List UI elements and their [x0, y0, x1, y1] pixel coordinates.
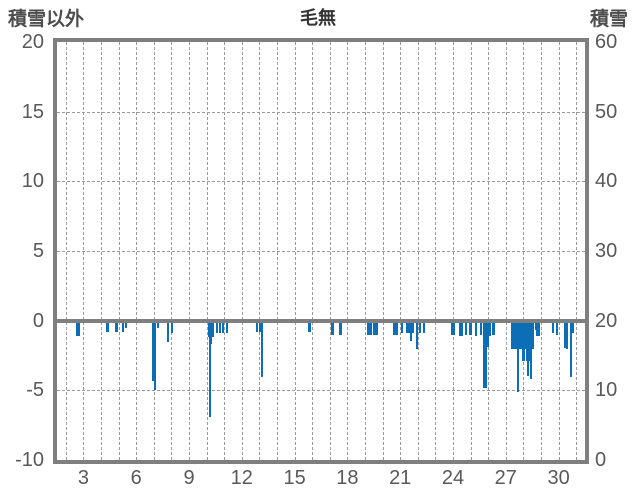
data-bar — [401, 320, 404, 333]
right-ytick-label: 50 — [595, 100, 618, 123]
x-tick-label: 27 — [494, 467, 517, 489]
data-bar — [171, 320, 173, 334]
data-bar — [393, 320, 398, 336]
data-bar — [339, 320, 342, 335]
x-tick-label: 24 — [441, 467, 465, 489]
data-bar — [487, 320, 491, 336]
right-ytick-label: 10 — [595, 379, 618, 402]
data-bar — [484, 320, 490, 348]
data-bar — [256, 320, 259, 332]
data-bar — [419, 320, 421, 333]
left-ytick-label: 15 — [21, 100, 44, 123]
data-bar — [451, 320, 456, 335]
value-gridline — [57, 111, 585, 113]
right-ytick-label: 30 — [595, 240, 618, 262]
x-tick-label: 12 — [230, 467, 253, 489]
right-ytick-label: 40 — [595, 170, 618, 193]
data-bar — [535, 320, 540, 336]
x-tick-label: 9 — [183, 467, 195, 489]
data-bar — [366, 320, 372, 336]
right-axis-label: 積雪 — [589, 9, 628, 30]
data-bar — [416, 320, 418, 350]
data-bar — [115, 320, 119, 332]
data-bar — [331, 320, 334, 335]
data-bar — [483, 320, 487, 388]
data-bar — [566, 320, 569, 349]
data-bar — [124, 320, 127, 329]
data-bar — [215, 320, 218, 333]
data-bar — [530, 320, 533, 380]
x-tick-label: 15 — [283, 467, 306, 489]
data-bar — [260, 320, 263, 378]
data-bar — [517, 320, 520, 393]
value-gridline — [57, 251, 585, 252]
data-bar — [474, 320, 478, 336]
x-tick-label: 30 — [547, 467, 570, 489]
x-tick-label: 6 — [130, 467, 142, 489]
plot-inner — [57, 42, 585, 460]
data-bar — [570, 320, 572, 378]
data-bar — [422, 320, 426, 333]
data-bar — [522, 320, 525, 362]
data-bar — [226, 320, 228, 333]
right-ytick-label: 60 — [595, 31, 618, 53]
data-bar — [222, 320, 225, 333]
data-bar — [76, 320, 80, 336]
data-bar — [406, 320, 414, 333]
data-bar — [556, 320, 559, 335]
data-bar — [552, 320, 555, 333]
data-bar — [307, 320, 311, 333]
left-ytick-label: 10 — [21, 170, 44, 193]
left-axis-label: 積雪以外 — [8, 9, 85, 30]
left-ytick-label: 0 — [32, 309, 44, 332]
x-tick-label: 18 — [336, 467, 359, 489]
x-tick-label: 21 — [389, 467, 412, 489]
left-ytick-label: 5 — [32, 240, 44, 262]
data-bar — [527, 320, 530, 376]
left-ytick-label: -5 — [26, 379, 44, 402]
value-gridline — [57, 390, 585, 392]
data-bar — [121, 320, 124, 332]
data-bar — [105, 320, 109, 332]
data-bar — [572, 320, 575, 333]
plot-area — [53, 38, 589, 464]
data-bar — [464, 320, 468, 335]
right-ytick-label: 0 — [595, 449, 607, 471]
x-tick-label: 3 — [77, 467, 89, 489]
zero-line — [57, 319, 585, 323]
left-ytick-label: -10 — [15, 449, 44, 471]
data-bar — [157, 320, 159, 328]
data-bar — [154, 320, 156, 390]
value-gridline — [57, 181, 585, 183]
left-ytick-label: 20 — [21, 31, 44, 53]
data-bar — [564, 320, 567, 348]
data-bar — [492, 320, 495, 335]
right-ytick-label: 20 — [595, 309, 618, 332]
data-bar — [167, 320, 169, 343]
data-bar — [208, 320, 211, 418]
data-bar — [479, 320, 483, 335]
data-bar — [372, 320, 378, 336]
chart-title: 毛無 — [300, 8, 336, 28]
data-bar — [459, 320, 463, 336]
data-bar — [218, 320, 221, 333]
data-bar — [410, 320, 413, 341]
data-bar — [469, 320, 472, 335]
